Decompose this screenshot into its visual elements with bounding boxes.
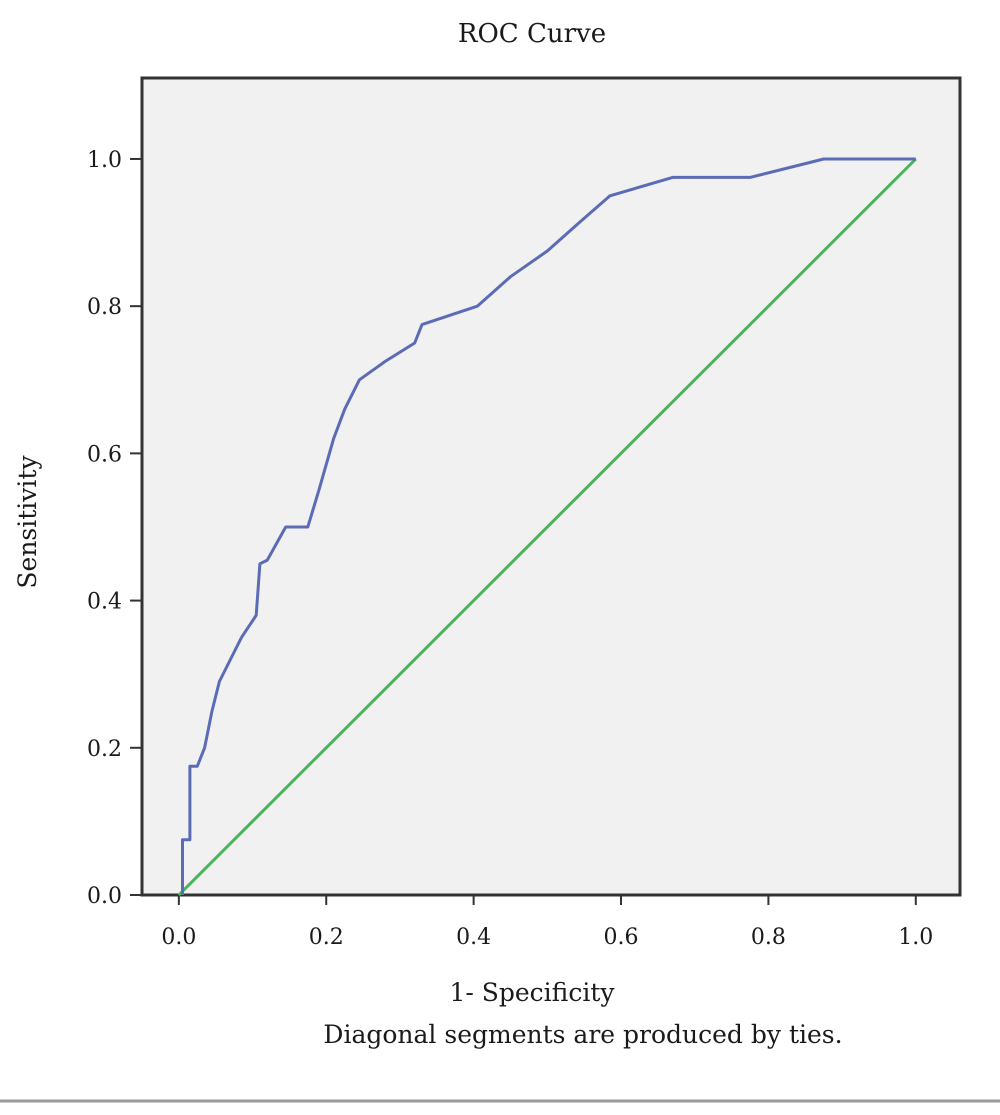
series-layer [177,157,917,897]
y-tick-label: 0.8 [87,295,122,320]
x-tick-label: 0.4 [456,925,491,950]
y-axis-label: Sensitivity [13,455,42,589]
x-tick-label: 0.0 [161,925,196,950]
y-tick-label: 0.4 [87,590,122,615]
plot-area [140,76,962,897]
x-tick-label: 0.8 [751,925,786,950]
y-axis-ticks: 0.0 0.2 0.4 0.6 0.8 1.0 [87,148,142,909]
footnote: Diagonal segments are produced by ties. [323,1020,842,1049]
x-axis-label: 1- Specificity [449,978,615,1007]
y-tick-label: 0.0 [87,884,122,909]
y-tick-label: 0.6 [87,442,122,467]
y-tick-label: 0.2 [87,737,122,762]
chart-title: ROC Curve [458,19,606,49]
reference-diagonal-line [177,157,917,897]
roc-curve-line [181,157,916,895]
x-axis-ticks: 0.0 0.2 0.4 0.6 0.8 1.0 [161,895,933,950]
x-tick-label: 0.2 [309,925,344,950]
x-tick-label: 0.6 [604,925,639,950]
y-tick-label: 1.0 [87,148,122,173]
x-tick-label: 1.0 [898,925,933,950]
